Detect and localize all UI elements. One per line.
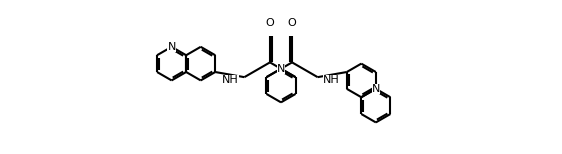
Text: N: N — [167, 42, 176, 52]
Text: NH: NH — [323, 75, 340, 85]
Text: NH: NH — [222, 75, 239, 85]
Text: N: N — [277, 64, 285, 74]
Text: O: O — [288, 18, 296, 28]
Text: N: N — [371, 84, 380, 94]
Text: O: O — [266, 18, 274, 28]
